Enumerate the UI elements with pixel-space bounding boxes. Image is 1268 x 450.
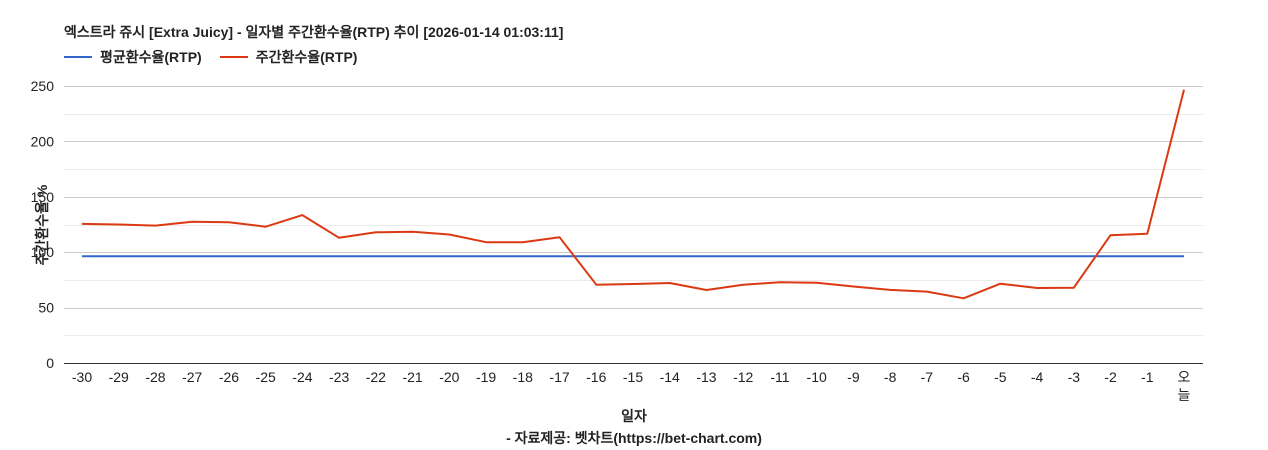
series-lines [81,89,1185,300]
x-tick-label: -6 [957,369,970,385]
y-tick-label: 0 [46,355,54,371]
x-tick-label: -16 [586,369,606,385]
x-tick-label: -25 [256,369,276,385]
legend-swatch-red-icon [219,56,248,58]
y-axis-ticks: 0 50 100 150 200 250 [31,78,55,371]
x-tick-label: -8 [884,369,897,385]
x-tick-label: -11 [770,369,789,385]
x-tick-label: -22 [366,369,386,385]
legend-swatch-blue-icon [64,56,92,58]
x-tick-label: -30 [72,369,92,385]
legend-label: 평균환수율(RTP) [100,49,202,65]
x-tick-label: -26 [219,369,239,385]
y-tick-label: 200 [31,133,55,149]
x-tick-label: -24 [292,369,312,385]
y-tick-label: 250 [31,78,55,94]
x-axis-title: 일자 [621,408,647,424]
gridlines [64,86,1203,336]
x-tick-label: -18 [513,369,533,385]
x-tick-label: -13 [696,369,716,385]
x-tick-label: -4 [1031,369,1044,385]
x-tick-label: -10 [807,369,827,385]
x-tick-label: -12 [733,369,753,385]
x-tick-label: -20 [439,369,459,385]
x-tick-label: -28 [145,369,165,385]
data-source-credit: - 자료제공: 벳차트(https://bet-chart.com) [506,430,762,446]
series-line-weekly-rtp[interactable] [81,89,1185,300]
x-tick-label: -9 [847,369,860,385]
x-tick-label: -21 [402,369,422,385]
y-axis-title: 주간환수율 % [34,184,50,265]
y-tick-label: 100 [31,244,55,260]
x-tick-label: -3 [1068,369,1081,385]
x-tick-label: -1 [1141,369,1154,385]
x-tick-label: -29 [109,369,129,385]
y-tick-label: 50 [38,300,54,316]
chart-title: 엑스트라 쥬시 [Extra Juicy] - 일자별 주간환수율(RTP) 추… [64,24,564,40]
x-tick-label: -15 [623,369,643,385]
x-tick-label: -7 [921,369,934,385]
y-tick-label: 150 [31,189,55,205]
x-tick-label: -23 [329,369,349,385]
x-tick-label: -19 [476,369,496,385]
x-tick-label: -2 [1104,369,1117,385]
x-tick-label: -5 [994,369,1007,385]
x-axis-ticks: -30 -29 -28 -27 -26 -25 -24 -23 -22 -21 -20 -19 -18-… [72,369,1191,403]
chart-legend: 평균환수율(RTP) 주간환수율(RTP) [64,47,375,67]
x-tick-label: -27 [182,369,202,385]
x-tick-label: -17 [549,369,569,385]
legend-item-average-rtp[interactable]: 평균환수율(RTP) [64,47,202,67]
legend-label: 주간환수율(RTP) [255,49,358,65]
x-tick-label: -14 [660,369,680,385]
legend-item-weekly-rtp[interactable]: 주간환수율(RTP) [219,47,358,67]
